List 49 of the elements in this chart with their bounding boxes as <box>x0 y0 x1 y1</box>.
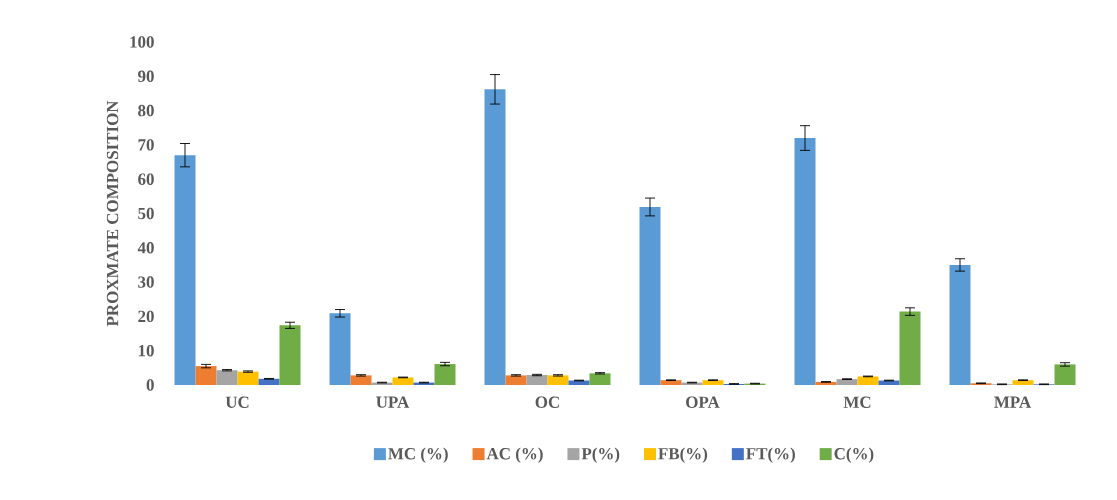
bar <box>216 370 238 385</box>
bar <box>547 375 569 385</box>
y-tick-label: 70 <box>138 139 154 151</box>
y-tick-label: 60 <box>138 173 154 185</box>
bar <box>195 366 217 385</box>
bar <box>484 89 506 385</box>
bar <box>279 325 301 385</box>
bar <box>258 378 280 385</box>
x-tick-label: UPA <box>376 396 410 408</box>
bar <box>660 380 682 385</box>
bar <box>589 373 611 385</box>
legend-label: P(%) <box>581 447 620 463</box>
bar <box>434 364 456 385</box>
legend-label: C(%) <box>834 447 874 463</box>
bar <box>794 138 816 385</box>
bar <box>1012 380 1034 385</box>
y-tick-label: 10 <box>138 344 154 357</box>
bar <box>329 313 351 385</box>
bar <box>857 376 879 385</box>
y-tick-label: 0 <box>146 379 154 391</box>
x-tick-label: MPA <box>994 396 1032 408</box>
x-tick-label: UC <box>225 396 249 408</box>
y-tick-label: 80 <box>138 104 154 117</box>
bar <box>174 155 196 385</box>
x-tick-label: MC <box>843 396 871 408</box>
bar <box>1054 364 1076 385</box>
bar <box>702 380 724 385</box>
legend-label: FB(%) <box>658 447 708 463</box>
legend-label: AC (%) <box>486 447 543 463</box>
y-tick-label: 90 <box>138 70 154 83</box>
y-tick-label: 20 <box>138 310 154 323</box>
bar <box>350 375 372 385</box>
x-tick-label: OPA <box>686 396 720 408</box>
y-tick-label: 50 <box>138 207 154 220</box>
legend-label: FT(%) <box>746 447 795 463</box>
bar <box>836 379 858 385</box>
bar <box>505 375 527 385</box>
x-tick-label: OC <box>535 396 559 408</box>
bar <box>237 371 259 385</box>
bar <box>392 377 414 385</box>
bar <box>949 264 971 385</box>
bar <box>639 206 661 385</box>
legend-label: MC (%) <box>388 447 448 463</box>
y-axis-title: PROXMATE COMPOSITION <box>106 100 119 327</box>
bar <box>899 311 921 385</box>
y-tick-label: 40 <box>137 242 154 254</box>
y-tick-label: 100 <box>130 36 154 48</box>
y-tick-label: 30 <box>138 276 154 288</box>
bar <box>526 375 548 385</box>
